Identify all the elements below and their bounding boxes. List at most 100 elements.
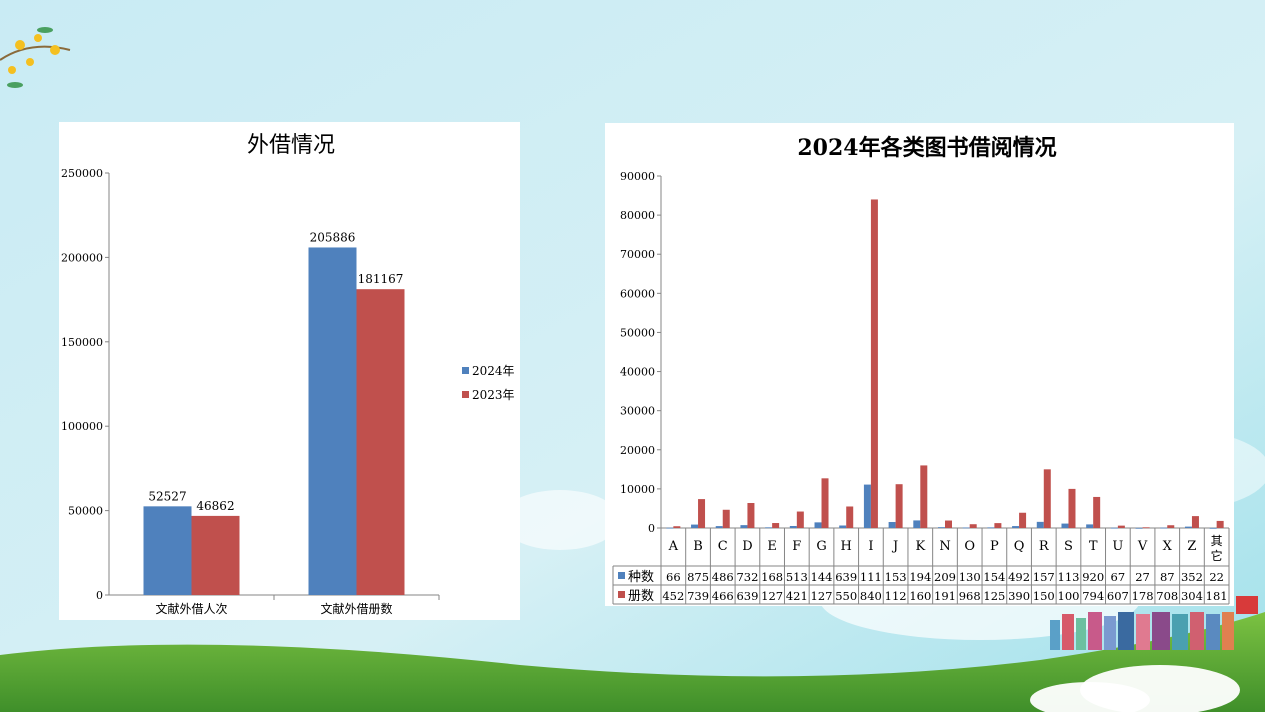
table-cell: 112	[885, 589, 907, 603]
table-row-header: 种数	[628, 570, 654, 585]
bar	[740, 525, 748, 528]
bar	[945, 520, 952, 528]
legend-swatch	[618, 572, 625, 579]
bar	[191, 515, 240, 595]
books-decoration	[1050, 596, 1258, 650]
legend-swatch	[618, 591, 625, 598]
y-tick-label: 150000	[61, 336, 103, 349]
table-cell: 639	[835, 570, 857, 584]
table-cell: 732	[736, 570, 758, 584]
x-category-label: G	[816, 539, 826, 554]
table-cell: 154	[983, 570, 1005, 584]
bar	[870, 199, 878, 528]
table-cell: 150	[1033, 589, 1055, 603]
table-cell: 144	[811, 570, 833, 584]
x-category-label: X	[1163, 539, 1173, 554]
bar	[356, 289, 405, 595]
bar	[1184, 526, 1192, 528]
y-tick-label: 20000	[620, 444, 655, 457]
bar	[846, 506, 854, 528]
legend-swatch	[462, 391, 469, 398]
table-cell: 486	[712, 570, 734, 584]
table-cell: 67	[1111, 570, 1126, 584]
category-lending-chart: 2024年各类图书借阅情况 0 10000 20000 30000 40000 50000…	[605, 123, 1234, 606]
table-cell: 492	[1008, 570, 1030, 584]
bar	[1191, 516, 1199, 528]
table-cell: 127	[761, 589, 783, 603]
x-category-label: I	[868, 539, 873, 554]
data-label: 205886	[310, 230, 356, 244]
bar	[1019, 512, 1027, 528]
y-tick-label: 50000	[68, 505, 103, 518]
x-category-label: 它	[1211, 548, 1223, 563]
bar	[1160, 527, 1168, 529]
x-category-label: R	[1039, 539, 1050, 554]
bar	[1135, 527, 1143, 529]
table-row-header: 册数	[628, 589, 654, 604]
bar	[765, 527, 773, 529]
bar	[814, 522, 822, 528]
y-tick-label: 250000	[61, 167, 103, 180]
table-cell: 390	[1008, 589, 1030, 603]
x-category-label: U	[1112, 539, 1123, 554]
x-category-label: D	[742, 539, 752, 554]
bar	[1142, 527, 1150, 529]
table-cell: 160	[909, 589, 931, 603]
bar	[1117, 525, 1125, 528]
table-cell: 194	[909, 570, 931, 584]
table-cell: 550	[835, 589, 857, 603]
bar	[1110, 527, 1118, 529]
outbound-lending-chart-svg: 外借情况 0 50000 100000 150000 200000 250000 文献外借人…	[61, 133, 515, 616]
chart-title: 2024年各类图书借阅情况	[797, 135, 1056, 161]
legend-label: 2024年	[472, 364, 515, 378]
bar	[1012, 526, 1020, 528]
legend-swatch	[462, 367, 469, 374]
bar	[994, 523, 1002, 528]
bar	[969, 524, 977, 528]
table-cell: 153	[885, 570, 907, 584]
y-tick-label: 100000	[61, 420, 103, 433]
bar	[987, 527, 995, 529]
table-cell: 968	[959, 589, 981, 603]
x-category-label: H	[841, 539, 852, 554]
table-cell: 22	[1209, 570, 1224, 584]
bar	[308, 247, 357, 596]
bar	[691, 524, 699, 528]
bar	[715, 526, 723, 528]
data-label: 181167	[358, 272, 404, 286]
table-cell: 125	[983, 589, 1005, 603]
bar	[938, 527, 945, 528]
bar	[962, 527, 970, 529]
table-cell: 66	[666, 570, 681, 584]
x-category-label: A	[668, 539, 679, 554]
bar	[821, 478, 829, 528]
data-label: 46862	[196, 499, 234, 513]
x-category-label: 其	[1211, 534, 1223, 548]
bar	[698, 499, 706, 528]
table-cell: 304	[1181, 589, 1203, 603]
bar	[863, 484, 871, 528]
bar	[666, 527, 674, 529]
bar	[673, 526, 681, 528]
bar	[796, 511, 804, 528]
table-cell: 27	[1135, 570, 1150, 584]
x-category-label: 文献外借人次	[155, 601, 227, 616]
bar	[888, 522, 896, 528]
x-category-label: C	[718, 539, 728, 554]
y-tick-label: 0	[96, 589, 103, 602]
bar	[747, 503, 755, 528]
bar	[1036, 521, 1044, 528]
table-cell: 191	[934, 589, 956, 603]
x-category-label: E	[767, 539, 777, 554]
bar	[1093, 496, 1101, 528]
legend-label: 2023年	[472, 388, 515, 402]
category-lending-chart-svg: 2024年各类图书借阅情况 0 10000 20000 30000 40000 50000…	[612, 135, 1230, 605]
y-tick-label: 40000	[620, 366, 655, 379]
y-tick-label: 80000	[620, 209, 655, 222]
y-tick-label: 200000	[61, 251, 103, 264]
chart-title: 外借情况	[247, 133, 335, 158]
table-cell: 157	[1033, 570, 1055, 584]
table-cell: 739	[687, 589, 709, 603]
table-cell: 178	[1132, 589, 1154, 603]
x-category-label: T	[1089, 539, 1098, 554]
